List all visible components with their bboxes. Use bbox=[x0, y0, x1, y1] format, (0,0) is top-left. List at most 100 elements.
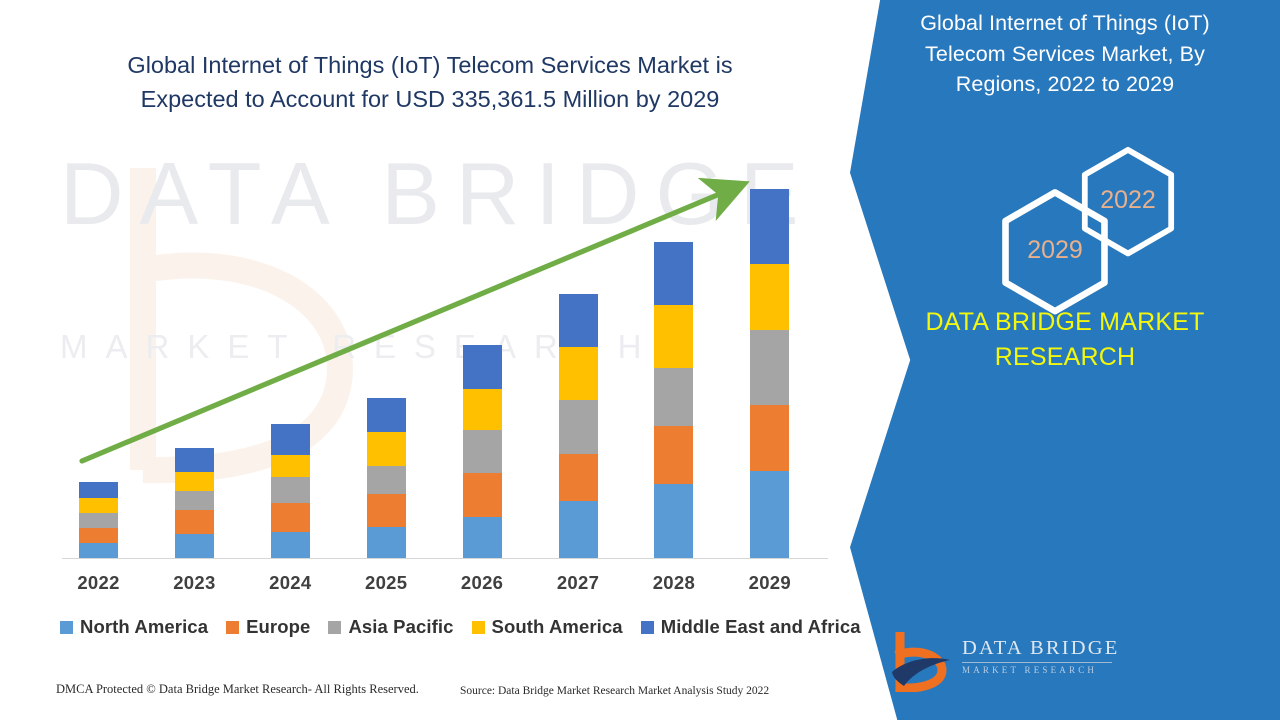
panel-title-line-1: Global Internet of Things (IoT) bbox=[920, 11, 1210, 35]
legend-label: Asia Pacific bbox=[348, 616, 454, 637]
chart-bar-segment bbox=[750, 471, 790, 558]
dbmr-logo-rule bbox=[962, 661, 1112, 663]
chart-bar-segment bbox=[79, 543, 118, 558]
chart-bar-segment bbox=[654, 305, 694, 368]
chart-bar-segment bbox=[270, 424, 310, 455]
chart-x-label: 2027 bbox=[556, 572, 600, 593]
chart-bar-segment bbox=[270, 455, 310, 477]
chart-bar-segment bbox=[79, 482, 118, 498]
legend-item[interactable]: Middle East and Africa bbox=[640, 616, 861, 638]
chart-x-axis-labels: 2022 2023 2024 2025 2026 2027 2028 2029 bbox=[0, 572, 860, 604]
chart-bar-segment bbox=[270, 532, 310, 558]
footer-copyright: DMCA Protected © Data Bridge Market Rese… bbox=[56, 682, 419, 696]
panel-title-line-3: Regions, 2022 to 2029 bbox=[955, 72, 1175, 97]
hexagon-start-year-label: 2022 bbox=[1100, 185, 1156, 214]
chart-bar-segment bbox=[174, 491, 214, 510]
dbmr-logo-text: DATA BRIDGE MARKET RESEARCH bbox=[962, 638, 1122, 675]
chart-bar-segment bbox=[366, 494, 406, 527]
legend-swatch-icon bbox=[640, 620, 654, 634]
page-title-line-2: Expected to Account for USD 335,361.5 Mi… bbox=[140, 86, 720, 113]
legend-item[interactable]: North America bbox=[60, 616, 208, 638]
chart-bar-segment bbox=[462, 473, 502, 517]
footer: DMCA Protected © Data Bridge Market Rese… bbox=[0, 682, 860, 712]
chart-bar-segment bbox=[654, 242, 694, 305]
chart-bar bbox=[558, 294, 598, 558]
hexagon-end-year: 2029 bbox=[1000, 188, 1110, 315]
chart-bar-segment bbox=[654, 426, 694, 484]
legend-label: Middle East and Africa bbox=[660, 616, 861, 637]
chart-bar bbox=[654, 242, 694, 558]
legend-label: North America bbox=[80, 616, 209, 637]
chart-bar-segment bbox=[750, 189, 790, 264]
chart-x-label: 2024 bbox=[269, 572, 312, 593]
chart-x-label: 2026 bbox=[460, 572, 504, 593]
legend-swatch-icon bbox=[60, 620, 73, 634]
legend-swatch-icon bbox=[471, 620, 485, 634]
chart-bar-segment bbox=[558, 400, 598, 454]
chart-bar-segment bbox=[750, 264, 790, 330]
chart-bar bbox=[750, 189, 790, 558]
chart-bar-segment bbox=[79, 528, 118, 543]
legend-label: South America bbox=[491, 616, 623, 637]
chart-bar bbox=[462, 345, 502, 558]
chart-bar-segment bbox=[654, 368, 694, 426]
legend-item[interactable]: South America bbox=[471, 616, 623, 638]
legend-swatch-icon bbox=[328, 620, 342, 634]
chart-bar-segment bbox=[366, 466, 406, 494]
chart-bar-segment bbox=[270, 477, 310, 503]
hexagon-end-year-label: 2029 bbox=[1027, 235, 1083, 264]
legend-item[interactable]: Europe bbox=[226, 616, 310, 638]
page-title-line-1: Global Internet of Things (IoT) Telecom … bbox=[127, 52, 733, 78]
chart-bar-segment bbox=[366, 527, 406, 558]
chart-x-label: 2028 bbox=[652, 572, 696, 593]
chart-bar-segment bbox=[558, 294, 598, 347]
legend-label: Europe bbox=[246, 616, 311, 637]
chart-bar-segment bbox=[750, 405, 790, 471]
chart-x-label: 2025 bbox=[365, 572, 408, 593]
chart-x-label: 2023 bbox=[173, 572, 216, 593]
chart-bar-segment bbox=[654, 484, 694, 558]
chart-bar-segment bbox=[462, 430, 502, 473]
dbmr-logo-title: DATA BRIDGE bbox=[962, 637, 1120, 659]
chart-bar-segment bbox=[366, 398, 406, 432]
chart-x-label: 2029 bbox=[748, 572, 791, 593]
chart-bar-segment bbox=[79, 513, 118, 528]
panel-title-line-2: Telecom Services Market, By bbox=[925, 41, 1205, 66]
brand-name-line-2: RESEARCH bbox=[994, 342, 1136, 371]
chart-bar-segment bbox=[558, 347, 598, 400]
brand-name-line-1: DATA BRIDGE MARKET bbox=[925, 308, 1205, 336]
hexagon-group: 2029 2022 bbox=[850, 146, 1280, 315]
footer-source: Source: Data Bridge Market Research Mark… bbox=[460, 685, 770, 697]
brand-name: DATA BRIDGE MARKET RESEARCH bbox=[850, 305, 1280, 374]
legend-item[interactable]: Asia Pacific bbox=[328, 616, 453, 638]
chart-bar-segment bbox=[366, 432, 406, 466]
dbmr-logo-mark-icon bbox=[892, 632, 950, 692]
chart-legend: North America Europe Asia Pacific South Ame… bbox=[60, 616, 861, 638]
panel-title: Global Internet of Things (IoT) Telecom … bbox=[850, 8, 1280, 100]
chart-bar-segment bbox=[174, 448, 214, 472]
dbmr-logo: DATA BRIDGE MARKET RESEARCH bbox=[890, 632, 1120, 694]
chart-bar-segment bbox=[174, 510, 214, 534]
chart-bar-segment bbox=[174, 534, 214, 558]
dbmr-logo-subtitle: MARKET RESEARCH bbox=[962, 664, 1098, 675]
chart-bar-segment bbox=[174, 472, 214, 491]
chart-bar bbox=[366, 398, 406, 558]
chart-bar-segment bbox=[462, 389, 502, 430]
chart-bar-segment bbox=[558, 454, 598, 501]
chart-bar-segment bbox=[558, 501, 598, 558]
chart-bar-segment bbox=[270, 503, 310, 532]
chart-bar bbox=[174, 448, 214, 558]
page-title: Global Internet of Things (IoT) Telecom … bbox=[80, 48, 780, 116]
chart-bar-segment bbox=[79, 498, 118, 513]
chart-bar bbox=[79, 482, 118, 558]
chart-bar-segment bbox=[462, 517, 502, 558]
legend-swatch-icon bbox=[226, 620, 240, 634]
chart-x-label: 2022 bbox=[77, 572, 120, 593]
right-panel: Global Internet of Things (IoT) Telecom … bbox=[850, 0, 1280, 720]
chart-bar-segment bbox=[462, 345, 502, 389]
chart-bar bbox=[270, 424, 310, 558]
chart-axis-line bbox=[62, 558, 828, 559]
hexagon-start-year: 2022 bbox=[1080, 146, 1176, 257]
chart-bar-segment bbox=[750, 330, 790, 405]
